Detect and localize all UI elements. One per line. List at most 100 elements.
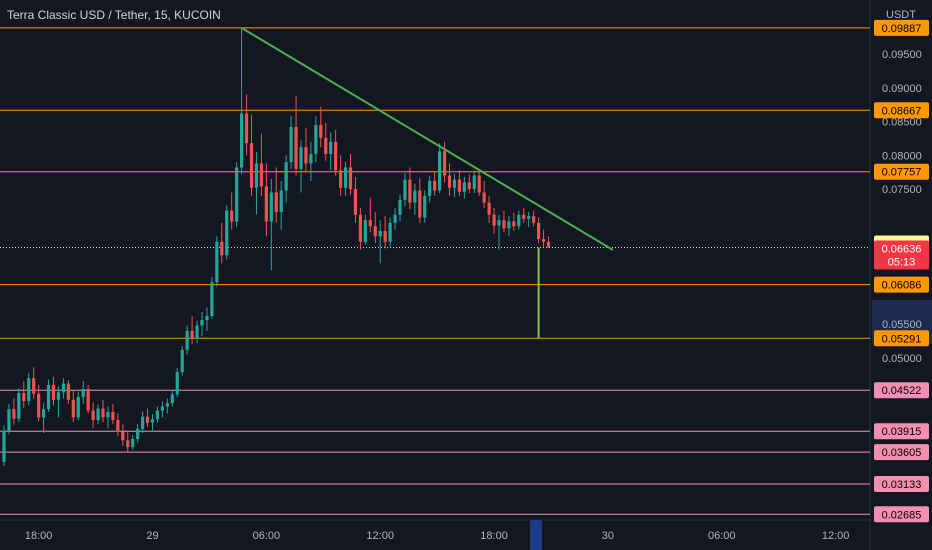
- candle-body: [467, 182, 471, 190]
- candle-body: [131, 438, 135, 448]
- level-price-tag: [874, 163, 929, 180]
- candle-body: [522, 214, 526, 219]
- candle-body: [492, 214, 496, 226]
- candle-body: [145, 416, 150, 423]
- level-price-tag: [874, 19, 929, 36]
- candle-body: [180, 349, 184, 373]
- candle-body: [329, 141, 333, 154]
- candle-body: [27, 378, 31, 402]
- candle-body: [452, 179, 457, 188]
- candle-body: [363, 220, 367, 242]
- candle-body: [512, 221, 516, 227]
- candle-body: [388, 222, 392, 242]
- level-price-label: 0.02685: [882, 509, 922, 521]
- candle-body: [106, 411, 110, 418]
- level-price-tag: [874, 276, 929, 293]
- candle-body: [289, 126, 293, 163]
- candle-body: [383, 230, 387, 242]
- level-price-label: 0.08667: [882, 105, 922, 117]
- candle-body: [294, 126, 298, 169]
- candle-body: [299, 147, 303, 169]
- price-axis-unit: USDT: [886, 9, 916, 21]
- time-tick-label: 06:00: [253, 530, 281, 542]
- time-axis-highlight-marker: [530, 520, 542, 550]
- candle-body: [46, 384, 51, 410]
- chart-title: Terra Classic USD / Tether, 15, KUCOIN: [7, 8, 221, 22]
- candle-body: [2, 430, 6, 462]
- candle-body: [126, 440, 130, 448]
- candle-body: [537, 222, 541, 240]
- candle-body: [393, 214, 397, 223]
- candle-body: [22, 393, 26, 402]
- candle-body: [240, 113, 244, 168]
- candle-body: [136, 428, 140, 439]
- price-tick-label: 0.05000: [882, 353, 922, 365]
- candle-body: [358, 214, 362, 242]
- candle-body: [319, 124, 323, 138]
- candle-body: [274, 192, 278, 213]
- candle-body: [160, 406, 164, 411]
- time-tick-label: 06:00: [708, 530, 736, 542]
- candle-body: [398, 199, 402, 215]
- candle-body: [81, 388, 85, 398]
- candle-body: [76, 397, 80, 418]
- candle-body: [264, 186, 268, 222]
- candle-body: [51, 384, 56, 400]
- candle-body: [244, 113, 249, 144]
- candle-body: [368, 220, 372, 227]
- price-tick-label: 0.08500: [882, 117, 922, 129]
- candle-body: [408, 179, 412, 203]
- time-tick-label: 18:00: [25, 530, 53, 542]
- candle-body: [442, 151, 447, 176]
- candle-body: [66, 383, 70, 400]
- candle-body: [438, 151, 442, 191]
- candle-body: [339, 170, 343, 188]
- candle-body: [12, 409, 16, 419]
- candle-body: [61, 383, 65, 393]
- time-tick-label: 30: [602, 530, 614, 542]
- candle-body: [403, 179, 407, 200]
- candle-body: [284, 162, 288, 191]
- current-price-tag: [874, 240, 929, 270]
- candle-body: [413, 190, 417, 203]
- candle-body: [373, 226, 377, 237]
- candle-body: [220, 241, 224, 256]
- level-price-label: 0.07757: [882, 167, 922, 179]
- candle-body: [42, 409, 46, 418]
- candle-body: [259, 163, 263, 187]
- candlesticks: [2, 27, 551, 466]
- level-price-label: 0.03915: [882, 426, 922, 438]
- level-price-tag: [874, 102, 929, 119]
- candle-body: [269, 192, 273, 222]
- level-price-label: 0.06086: [882, 280, 922, 292]
- candle-body: [343, 167, 348, 188]
- candle-body: [497, 220, 501, 226]
- candle-body: [482, 192, 486, 203]
- current-price-label: 0.06636: [882, 243, 922, 255]
- candle-body: [155, 410, 160, 420]
- candle-body: [334, 141, 338, 171]
- drawings: [241, 27, 614, 339]
- price-tick-label: 0.05500: [882, 319, 922, 331]
- descending-trendline[interactable]: [241, 27, 614, 251]
- candle-body: [185, 330, 189, 350]
- level-price-tag: [874, 506, 929, 523]
- level-price-tag: [874, 330, 929, 347]
- candle-body: [527, 216, 531, 219]
- candle-body: [190, 330, 194, 339]
- candle-body: [195, 325, 199, 339]
- candle-body: [91, 410, 95, 421]
- level-price-label: 0.04522: [882, 385, 922, 397]
- time-tick-label: 29: [146, 530, 158, 542]
- candle-body: [17, 393, 21, 419]
- candle-body: [96, 408, 100, 421]
- candle-body: [418, 190, 422, 218]
- candle-body: [447, 175, 452, 188]
- candle-body: [502, 220, 506, 229]
- price-axis-tags: 0.09887 0.08667 0.07757 0.06086 0.05291 0.045…: [874, 19, 929, 523]
- level-price-label: 0.03133: [882, 479, 922, 491]
- candle-body: [304, 147, 308, 164]
- candle-body: [86, 388, 90, 411]
- candle-body: [546, 241, 551, 248]
